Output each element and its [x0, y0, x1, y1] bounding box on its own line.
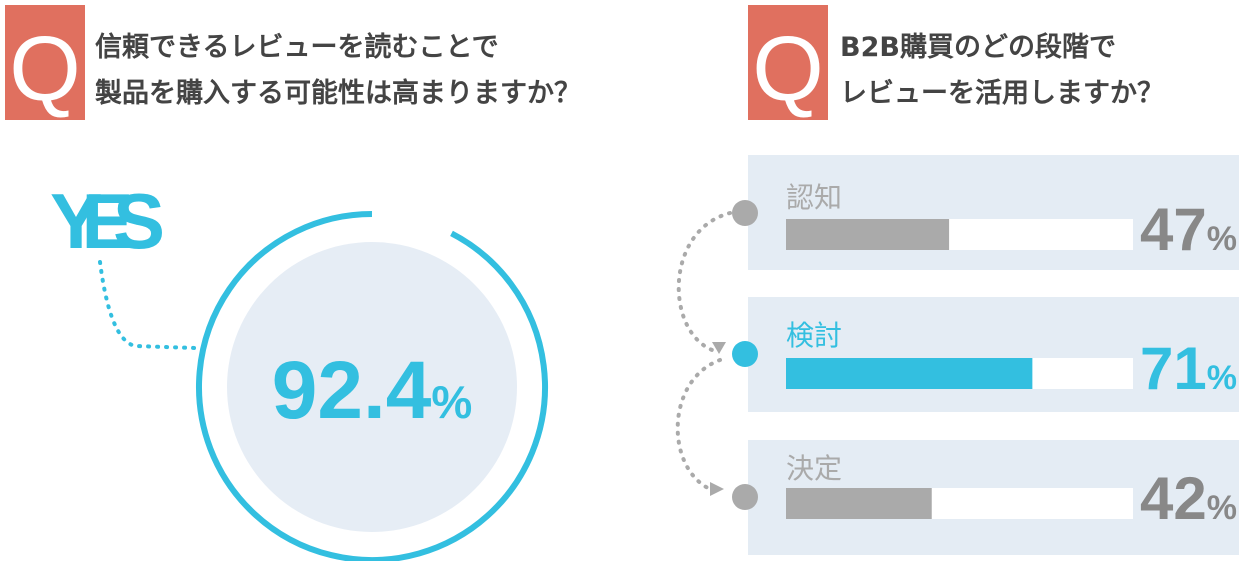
connector — [676, 211, 732, 352]
connector — [98, 260, 197, 350]
title-line: レビューを活用しますか？ — [840, 78, 1164, 109]
connector — [675, 358, 722, 492]
panel — [748, 297, 1239, 412]
gauge-label: YES — [50, 177, 165, 265]
stage-dot — [732, 341, 758, 367]
bar — [786, 358, 1033, 389]
category-label: 決定 — [786, 452, 842, 485]
stage-dot — [732, 200, 758, 226]
category-label: 認知 — [786, 181, 842, 214]
q-badge: Q — [752, 18, 824, 120]
gauge-value: 92.4% — [272, 345, 473, 436]
title-line: 信頼できるレビューを読むことで — [95, 31, 499, 63]
value-label: 42% — [1140, 465, 1237, 532]
bar — [786, 488, 932, 519]
q-badge-bg — [5, 5, 85, 120]
arrow — [712, 342, 726, 354]
panel — [748, 155, 1239, 270]
value-label: 47% — [1140, 196, 1237, 263]
category-label: 検討 — [786, 319, 842, 352]
q-badge: Q — [9, 18, 81, 120]
gauge-arc — [196, 211, 548, 561]
stage-dot — [732, 484, 758, 510]
title-line: 製品を購入する可能性は高まりますか？ — [95, 77, 581, 109]
bar — [786, 219, 950, 250]
value-label: 71% — [1140, 335, 1237, 402]
q-badge-bg — [748, 5, 828, 120]
gauge-inner — [227, 242, 517, 532]
title-line: B2B購買のどの段階で — [840, 32, 1116, 63]
arrow — [710, 482, 724, 496]
